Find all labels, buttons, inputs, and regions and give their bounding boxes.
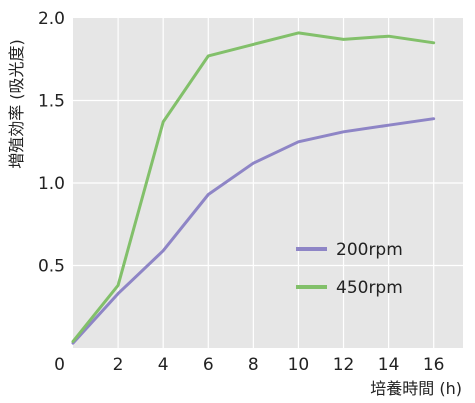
y-tick-label: 1.5: [38, 92, 65, 112]
origin-label: 0: [54, 355, 65, 375]
x-tick-label: 16: [423, 355, 445, 375]
series-line-450rpm: [71, 31, 436, 343]
x-tick-label: 6: [203, 355, 214, 375]
x-axis-label: 培養時間 (h): [370, 379, 462, 398]
series-line-200rpm: [71, 117, 436, 345]
x-tick-label: 14: [378, 355, 400, 375]
y-axis-label: 増殖効率 (吸光度): [7, 39, 26, 169]
y-tick-label: 0.5: [38, 257, 65, 277]
x-tick-label: 4: [158, 355, 169, 375]
x-tick-label: 10: [288, 355, 310, 375]
grid-lines: [73, 18, 463, 348]
y-axis-ticks: 0.5 1.0 1.5 2.0: [38, 9, 65, 277]
y-tick-label: 2.0: [38, 9, 65, 29]
legend-label: 450rpm: [336, 278, 403, 298]
legend-label: 200rpm: [336, 240, 403, 260]
legend: 200rpm 450rpm: [296, 240, 403, 298]
x-axis-ticks: 2 4 6 8 10 12 14 16: [113, 355, 445, 375]
series-lines: [71, 31, 436, 345]
x-tick-label: 2: [113, 355, 124, 375]
x-tick-label: 8: [248, 355, 259, 375]
y-tick-label: 1.0: [38, 174, 65, 194]
x-tick-label: 12: [333, 355, 355, 375]
